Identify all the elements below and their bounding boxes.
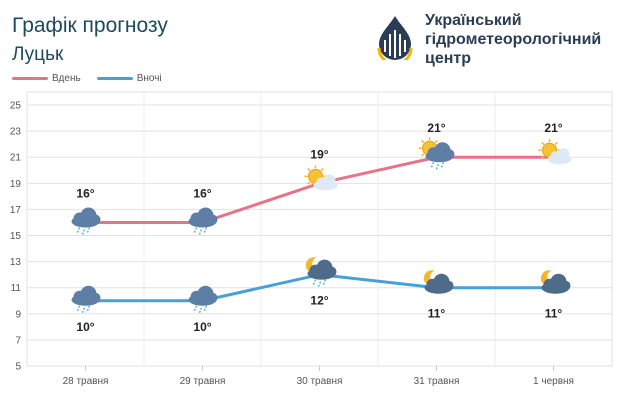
- y-tick-label: 23: [10, 127, 22, 138]
- data-label: 16°: [193, 186, 211, 200]
- data-label: 21°: [427, 121, 445, 135]
- y-tick-label: 17: [10, 205, 22, 216]
- y-tick-label: 19: [10, 179, 22, 190]
- legend-swatch-day: [12, 77, 48, 80]
- organization-name: Український гідрометеорологічний центр: [425, 11, 601, 68]
- moon-cloud-icon: [423, 270, 454, 294]
- legend-item-night[interactable]: Вночі: [96, 73, 162, 84]
- data-label: 16°: [76, 186, 94, 200]
- data-label: 10°: [193, 320, 211, 334]
- ukrhydromet-logo-icon: [377, 16, 413, 60]
- sun-rain-cloud-icon: [418, 137, 455, 170]
- data-label: 11°: [428, 307, 446, 321]
- x-tick-label: 31 травня: [414, 376, 460, 387]
- y-tick-label: 11: [11, 283, 22, 294]
- data-label: 21°: [544, 121, 562, 135]
- organization-line-1: Український: [425, 12, 522, 29]
- organization-line-3: центр: [425, 50, 472, 67]
- sun-cloud-icon: [304, 165, 338, 191]
- legend-label-night: Вночі: [136, 73, 162, 84]
- y-tick-label: 9: [15, 309, 21, 320]
- rain-cloud-icon: [71, 207, 101, 235]
- sun-cloud-icon: [538, 139, 572, 165]
- data-label: 12°: [310, 294, 328, 308]
- x-tick-label: 30 травня: [297, 376, 343, 387]
- legend-label-day: Вдень: [52, 73, 81, 84]
- y-tick-label: 5: [15, 362, 21, 373]
- x-tick-label: 29 травня: [180, 376, 226, 387]
- x-tick-label: 28 травня: [63, 376, 109, 387]
- moon-cloud-icon: [540, 270, 571, 294]
- data-label: 10°: [76, 320, 94, 334]
- page-title: Графік прогнозу: [12, 14, 168, 37]
- city-name: Луцьк: [12, 44, 64, 65]
- data-label: 11°: [545, 307, 563, 321]
- moon-rain-cloud-icon: [305, 257, 337, 287]
- data-label: 19°: [310, 147, 328, 161]
- y-tick-label: 7: [15, 335, 21, 346]
- rain-cloud-icon: [71, 285, 101, 314]
- y-tick-label: 15: [10, 231, 22, 242]
- rain-cloud-icon: [188, 285, 218, 314]
- organization-line-2: гідрометеорологічний: [425, 31, 602, 48]
- x-tick-label: 1 червня: [533, 376, 574, 387]
- rain-cloud-icon: [188, 207, 218, 235]
- legend-item-day[interactable]: Вдень: [12, 73, 81, 84]
- y-tick-label: 21: [10, 153, 22, 164]
- chart-legend: Вдень Вночі: [12, 73, 178, 84]
- plot-area: [26, 91, 613, 367]
- y-tick-label: 13: [10, 257, 22, 268]
- legend-swatch-night: [96, 77, 133, 80]
- y-tick-label: 25: [10, 101, 22, 112]
- series-line-day: [85, 155, 554, 224]
